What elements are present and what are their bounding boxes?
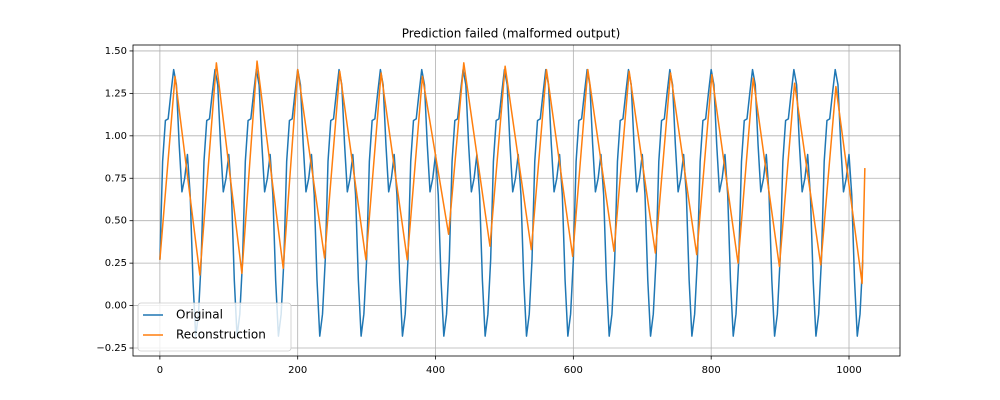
legend-box <box>137 302 292 352</box>
x-tick-label: 0 <box>157 365 163 376</box>
y-tick-label: 0.25 <box>105 258 127 269</box>
plot-frame <box>132 44 901 357</box>
x-tick-label: 800 <box>702 365 721 376</box>
y-tick-label: 1.00 <box>105 131 127 142</box>
x-tick-label: 1000 <box>836 365 861 376</box>
y-tick-label: −0.25 <box>96 343 127 354</box>
legend-label: Reconstruction <box>176 328 266 342</box>
x-tick-label: 200 <box>288 365 307 376</box>
x-tick-label: 600 <box>564 365 583 376</box>
legend: Original Reconstruction <box>137 302 292 352</box>
chart-title: Prediction failed (malformed output) <box>402 27 621 41</box>
y-tick-label: 0.75 <box>105 173 127 184</box>
series-line <box>159 60 866 285</box>
y-tick-label: 0.50 <box>105 216 127 227</box>
y-tick-label: 1.25 <box>105 88 127 99</box>
x-tick-label: 400 <box>426 365 445 376</box>
y-tick-label: 0.00 <box>105 301 127 312</box>
legend-label: Original <box>176 308 223 322</box>
y-tick-label: 1.50 <box>105 46 127 57</box>
